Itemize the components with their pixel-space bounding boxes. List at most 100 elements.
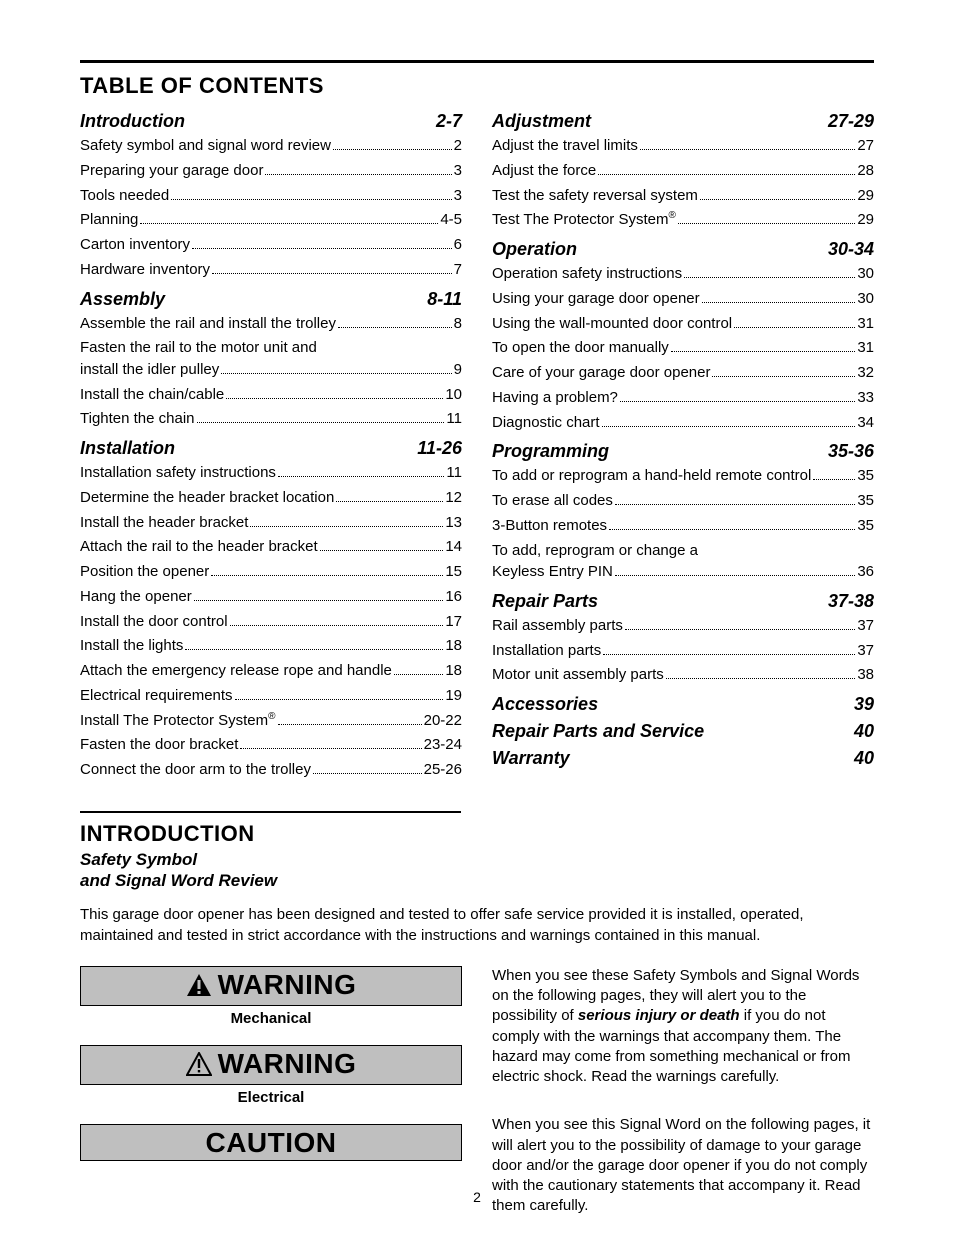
toc-title: TABLE OF CONTENTS <box>80 73 874 99</box>
toc-label: Planning <box>80 208 138 233</box>
toc-dots <box>171 199 451 200</box>
toc-page: 15 <box>445 560 462 585</box>
toc-line: Install the header bracket13 <box>80 511 462 536</box>
toc-dots <box>615 504 855 505</box>
warning-triangle-solid-icon <box>186 973 212 997</box>
toc-line: To erase all codes35 <box>492 489 874 514</box>
toc-page: 30 <box>857 262 874 287</box>
toc-col-right: Adjustment27-29Adjust the travel limits 2… <box>492 105 874 783</box>
toc-dots <box>278 724 422 725</box>
toc-dots <box>615 575 855 576</box>
warning-columns: WARNING Mechanical WARNING Electrical CA… <box>80 966 874 1217</box>
toc-dots <box>598 174 855 175</box>
intro-title: INTRODUCTION <box>80 821 461 847</box>
toc-label: Motor unit assembly parts <box>492 663 664 688</box>
toc-dots <box>211 575 443 576</box>
toc-page: 36 <box>857 560 874 585</box>
toc-label: Connect the door arm to the trolley <box>80 758 311 783</box>
toc-page: 35 <box>857 489 874 514</box>
section-title: Repair Parts and Service <box>492 721 704 742</box>
toc-line: Preparing your garage door3 <box>80 159 462 184</box>
toc-dots <box>194 600 444 601</box>
toc-line: Install The Protector System®20-22 <box>80 709 462 734</box>
toc-label: Install the header bracket <box>80 511 248 536</box>
toc-dots <box>192 248 452 249</box>
toc-label: Install the lights <box>80 634 183 659</box>
toc-line: Install the lights 18 <box>80 634 462 659</box>
toc-dots <box>265 174 451 175</box>
section-pages: 40 <box>854 721 874 742</box>
section-head: Operation30-34 <box>492 239 874 260</box>
section-pages: 35-36 <box>828 441 874 462</box>
toc-dots <box>235 699 444 700</box>
section-title: Warranty <box>492 748 570 769</box>
toc-page: 17 <box>445 610 462 635</box>
toc-dots <box>333 149 452 150</box>
toc-dots <box>813 479 855 480</box>
toc-dots <box>278 476 444 477</box>
caution-box: CAUTION <box>80 1124 462 1161</box>
toc-line: Adjust the travel limits 27 <box>492 134 874 159</box>
toc-dots <box>320 550 444 551</box>
section-head: Adjustment27-29 <box>492 111 874 132</box>
toc-label: Adjust the force <box>492 159 596 184</box>
toc-line: Tools needed3 <box>80 184 462 209</box>
toc-dots <box>602 426 856 427</box>
toc-label: Diagnostic chart <box>492 411 600 436</box>
toc-label: Install the chain/cable <box>80 383 224 408</box>
rule-intro <box>80 811 461 813</box>
toc-page: 6 <box>454 233 462 258</box>
warning-word-2: WARNING <box>218 1050 357 1078</box>
toc-page: 29 <box>857 184 874 209</box>
toc-line: Hang the opener16 <box>80 585 462 610</box>
toc-line: Install the chain/cable10 <box>80 383 462 408</box>
toc-page: 18 <box>445 659 462 684</box>
toc-label: Adjust the travel limits <box>492 134 638 159</box>
toc-line: Tighten the chain11 <box>80 407 462 432</box>
toc-line: Fasten the rail to the motor unit and <box>80 338 462 358</box>
section-title: Programming <box>492 441 609 462</box>
toc-page: 12 <box>445 486 462 511</box>
toc-dots <box>240 748 421 749</box>
section-head: Programming 35-36 <box>492 441 874 462</box>
toc-line: To open the door manually31 <box>492 336 874 361</box>
toc-dots <box>678 223 855 224</box>
toc-label: Electrical requirements <box>80 684 233 709</box>
section-head: Repair Parts and Service 40 <box>492 721 874 742</box>
section-head: Assembly8-11 <box>80 289 462 310</box>
toc-label: Fasten the rail to the motor unit and <box>80 338 317 358</box>
toc-label: Using your garage door opener <box>492 287 700 312</box>
toc-line: Using the wall-mounted door control31 <box>492 312 874 337</box>
toc-label: Hardware inventory <box>80 258 210 283</box>
toc-line: Fasten the door bracket23-24 <box>80 733 462 758</box>
toc-dots <box>640 149 855 150</box>
toc-page: 27 <box>857 134 874 159</box>
toc-page: 11 <box>446 407 462 432</box>
toc-page: 18 <box>445 634 462 659</box>
toc-page: 32 <box>857 361 874 386</box>
toc-line: Test The Protector System®29 <box>492 208 874 233</box>
section-pages: 11-26 <box>417 438 462 459</box>
toc-page: 34 <box>857 411 874 436</box>
mechanical-label: Mechanical <box>80 1010 462 1027</box>
toc-dots <box>609 529 855 530</box>
toc-page: 23-24 <box>424 733 462 758</box>
toc-dots <box>336 501 443 502</box>
toc-dots <box>625 629 855 630</box>
toc-line: Rail assembly parts37 <box>492 614 874 639</box>
toc-dots <box>702 302 856 303</box>
toc-page: 35 <box>857 464 874 489</box>
warning-box-electrical: WARNING <box>80 1045 462 1085</box>
section-title: Repair Parts <box>492 591 598 612</box>
section-head: Accessories39 <box>492 694 874 715</box>
toc-page: 11 <box>446 461 462 486</box>
toc-label: Determine the header bracket location <box>80 486 334 511</box>
toc-label: Attach the rail to the header bracket <box>80 535 318 560</box>
toc-page: 29 <box>857 208 874 233</box>
warning-box-mechanical: WARNING <box>80 966 462 1006</box>
intro-subtitle: Safety Symbol and Signal Word Review <box>80 849 461 892</box>
section-head: Installation11-26 <box>80 438 462 459</box>
toc-dots <box>734 327 855 328</box>
toc-line: Installation safety instructions11 <box>80 461 462 486</box>
warning-paragraph-1: When you see these Safety Symbols and Si… <box>492 966 874 1088</box>
